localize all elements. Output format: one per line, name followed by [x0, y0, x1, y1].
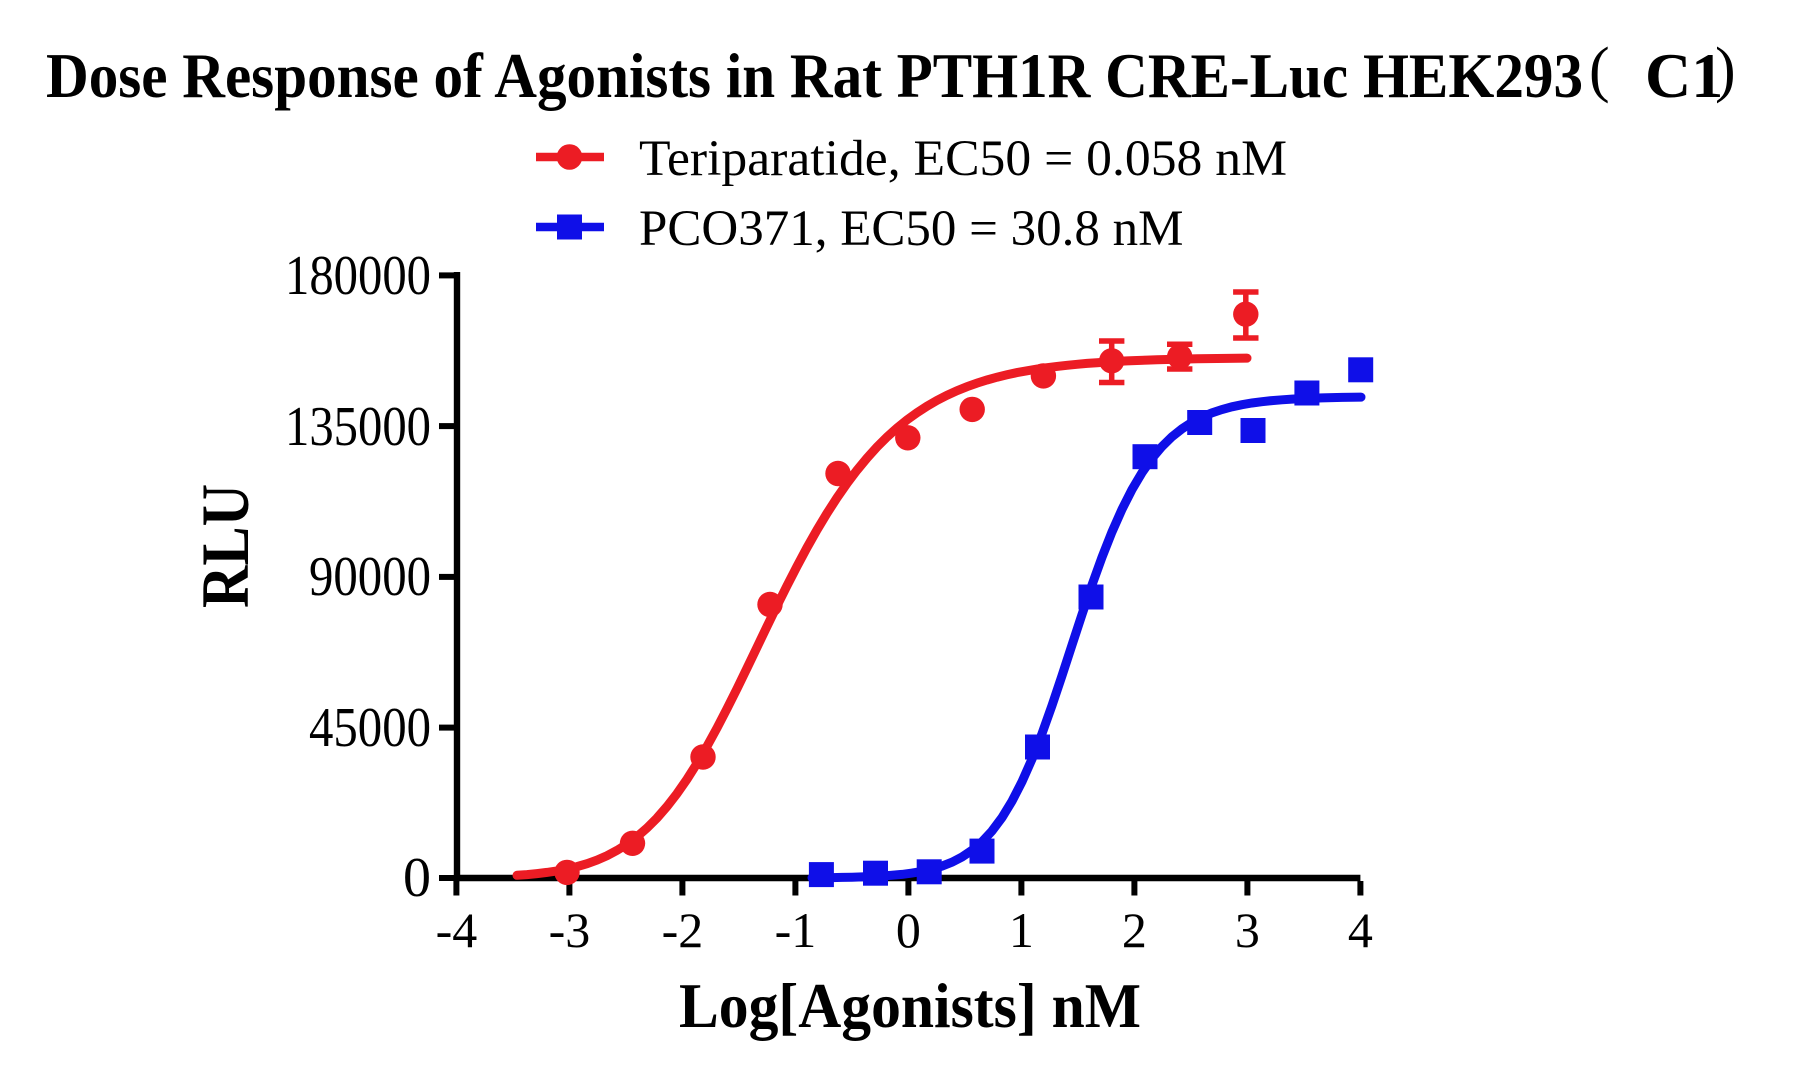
svg-text:Dose Response of Agonists in R: Dose Response of Agonists in Rat PTH1R C…	[46, 40, 1583, 111]
svg-text:0: 0	[403, 847, 431, 909]
svg-text:-1: -1	[775, 902, 817, 958]
svg-text:Log[Agonists] nM: Log[Agonists] nM	[679, 970, 1141, 1041]
svg-text:45000: 45000	[309, 697, 431, 759]
svg-text:1: 1	[1009, 902, 1034, 958]
svg-text:PCO371, EC50 = 30.8 nM: PCO371, EC50 = 30.8 nM	[639, 201, 1184, 257]
svg-text:C1: C1	[1645, 40, 1723, 111]
svg-text:135000: 135000	[285, 396, 431, 458]
svg-text:-3: -3	[549, 902, 591, 958]
svg-text:180000: 180000	[285, 245, 431, 307]
svg-text:90000: 90000	[309, 546, 431, 608]
svg-text:RLU: RLU	[187, 484, 263, 608]
svg-text:3: 3	[1235, 902, 1260, 958]
svg-text:): )	[1715, 36, 1736, 104]
svg-text:2: 2	[1122, 902, 1147, 958]
svg-text:Teriparatide, EC50 = 0.058 nM: Teriparatide, EC50 = 0.058 nM	[639, 131, 1287, 187]
svg-text:-4: -4	[436, 902, 478, 958]
svg-text:0: 0	[896, 902, 921, 958]
svg-text:4: 4	[1348, 902, 1373, 958]
svg-text:(: (	[1589, 36, 1610, 104]
svg-text:-2: -2	[662, 902, 704, 958]
